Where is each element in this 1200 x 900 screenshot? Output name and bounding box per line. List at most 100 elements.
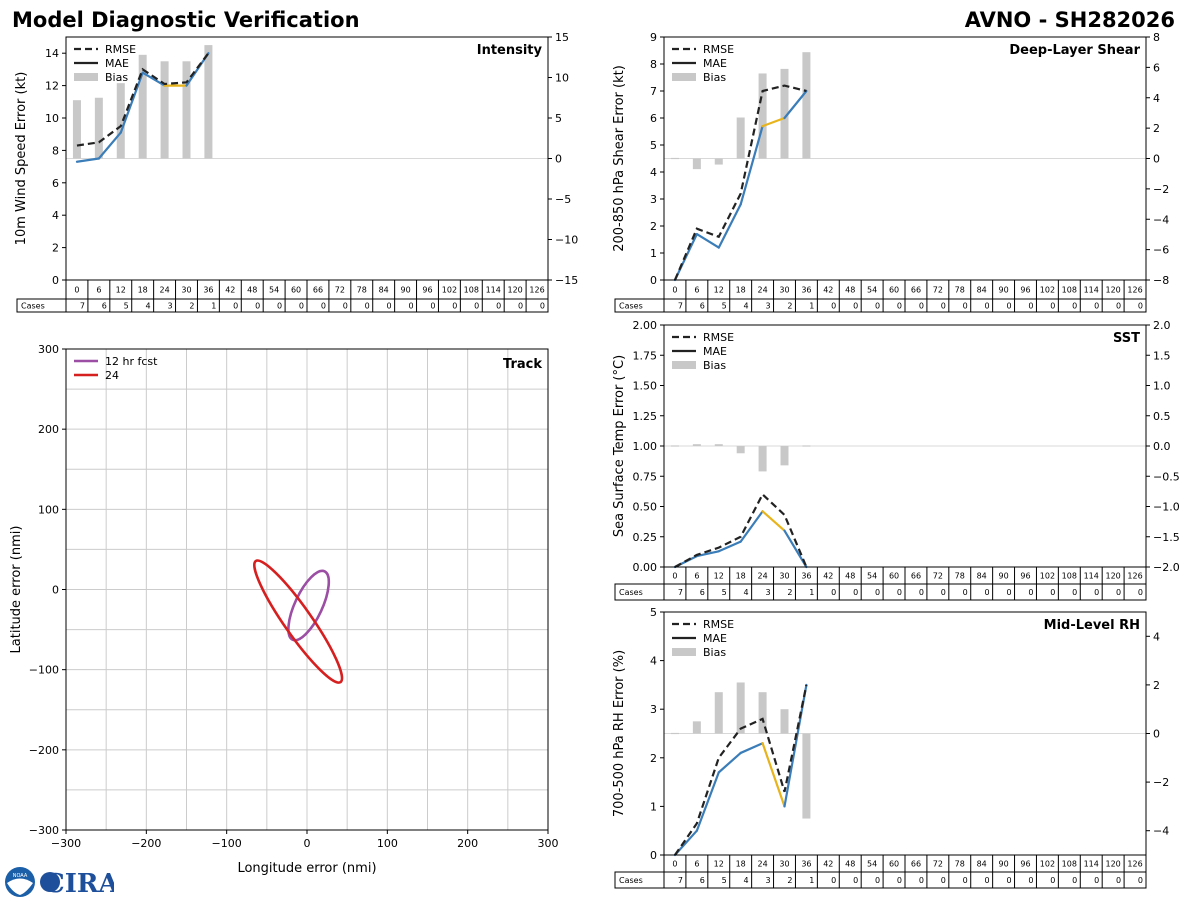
sst-case-count: 0 xyxy=(897,588,902,597)
sst-hour-label: 60 xyxy=(889,572,899,581)
intensity-mae-segment xyxy=(75,157,100,163)
intensity-case-count: 0 xyxy=(277,302,282,311)
shear-hour-label: 78 xyxy=(955,286,965,295)
intensity-case-count: 0 xyxy=(452,302,457,311)
shear-hour-label: 66 xyxy=(911,286,921,295)
intensity-y2tick-label: −10 xyxy=(555,234,578,247)
shear-hour-label: 12 xyxy=(714,286,724,295)
intensity-y2tick-label: 15 xyxy=(555,31,569,44)
intensity-hour-label: 108 xyxy=(464,286,479,295)
shear-hour-label: 96 xyxy=(1020,286,1030,295)
sst-ytick-label: 0.25 xyxy=(633,531,658,544)
rh-ytick-label: 5 xyxy=(650,606,657,619)
track-xlabel: Longitude error (nmi) xyxy=(237,861,376,876)
rh-rmse-line xyxy=(674,684,808,856)
sst-bias-bar xyxy=(714,444,723,446)
intensity-ylabel: 10m Wind Speed Error (kt) xyxy=(14,72,29,246)
intensity-ytick-label: 8 xyxy=(52,144,59,157)
intensity-hour-label: 54 xyxy=(269,286,279,295)
sst-ytick-label: 2.00 xyxy=(633,319,658,332)
shear-y2tick-label: 0 xyxy=(1153,153,1160,166)
intensity-mae-segment xyxy=(141,71,166,87)
shear-ytick-label: 2 xyxy=(650,220,657,233)
rh-ytick-label: 4 xyxy=(650,655,657,668)
intensity-case-count: 0 xyxy=(255,302,260,311)
intensity-y2tick-label: 5 xyxy=(555,112,562,125)
sst-hour-label: 24 xyxy=(757,572,767,581)
sst-hour-label: 120 xyxy=(1105,572,1120,581)
rh-ytick-label: 1 xyxy=(650,800,657,813)
track-xtick-label: 0 xyxy=(304,837,311,850)
rh-hour-label: 60 xyxy=(889,860,899,869)
intensity-hour-label: 48 xyxy=(247,286,257,295)
shear-hour-label: 0 xyxy=(672,286,677,295)
shear-legend-rmse: RMSE xyxy=(703,43,734,56)
shear-hour-label: 108 xyxy=(1062,286,1077,295)
sst-case-count: 0 xyxy=(963,588,968,597)
intensity-ytick-label: 6 xyxy=(52,177,59,190)
sst-hour-label: 84 xyxy=(977,572,987,581)
intensity-y2tick-label: 10 xyxy=(555,72,569,85)
track-ylabel: Latitude error (nmi) xyxy=(9,526,24,654)
rh-y2tick-label: −2 xyxy=(1153,776,1169,789)
sst-hour-label: 96 xyxy=(1020,572,1030,581)
rh-ylabel: 700-500 hPa RH Error (%) xyxy=(612,650,627,817)
sst-case-count: 4 xyxy=(744,588,749,597)
shear-ytick-label: 7 xyxy=(650,85,657,98)
intensity-hour-label: 84 xyxy=(379,286,389,295)
intensity-case-count: 2 xyxy=(189,302,194,311)
shear-cases-label: Cases xyxy=(619,302,643,311)
intensity-case-count: 3 xyxy=(167,302,172,311)
sst-hour-label: 36 xyxy=(801,572,811,581)
shear-bias-bar xyxy=(670,157,679,160)
rh-mae-segment xyxy=(695,771,720,832)
intensity-hour-label: 72 xyxy=(335,286,345,295)
noaa-logo-text: NOAA xyxy=(13,873,28,879)
rh-case-count: 0 xyxy=(853,876,858,885)
shear-y2tick-label: −4 xyxy=(1153,213,1169,226)
sst-case-count: 0 xyxy=(1006,588,1011,597)
shear-case-count: 7 xyxy=(678,302,683,311)
intensity-y2tick-label: 0 xyxy=(555,153,562,166)
shear-mae-segment xyxy=(717,203,742,249)
sst-rmse-line xyxy=(674,492,808,568)
sst-y2tick-label: 1.5 xyxy=(1153,349,1171,362)
intensity-hour-label: 60 xyxy=(291,286,301,295)
intensity-case-count: 0 xyxy=(518,302,523,311)
rh-hour-label: 78 xyxy=(955,860,965,869)
rh-bias-bar xyxy=(714,692,723,734)
shear-case-count: 3 xyxy=(765,302,770,311)
sst-hour-label: 114 xyxy=(1084,572,1099,581)
sst-panel: 0.000.250.500.751.001.251.501.752.00−2.0… xyxy=(612,319,1180,601)
rh-bias-bar xyxy=(736,682,745,734)
shear-bias-bar xyxy=(802,52,811,159)
sst-bias-bar xyxy=(670,445,679,447)
intensity-case-count: 0 xyxy=(387,302,392,311)
intensity-ytick-label: 14 xyxy=(45,47,59,60)
shear-case-count: 0 xyxy=(1006,302,1011,311)
intensity-bias-bar xyxy=(204,45,213,159)
shear-bias-bar xyxy=(758,73,767,159)
sst-case-count: 0 xyxy=(831,588,836,597)
sst-case-count: 7 xyxy=(678,588,683,597)
rh-case-count: 0 xyxy=(1094,876,1099,885)
sst-ytick-label: 0.00 xyxy=(633,561,658,574)
rh-hour-label: 36 xyxy=(801,860,811,869)
intensity-bias-bar xyxy=(72,100,81,159)
rh-case-count: 3 xyxy=(765,876,770,885)
intensity-case-count: 0 xyxy=(540,302,545,311)
rh-legend-rmse: RMSE xyxy=(703,618,734,631)
rh-case-count: 0 xyxy=(941,876,946,885)
shear-mae-segment xyxy=(739,124,764,206)
rh-hour-label: 90 xyxy=(998,860,1008,869)
rh-case-count: 7 xyxy=(678,876,683,885)
track-legend-label: 12 hr fcst xyxy=(105,355,158,368)
shear-hour-label: 126 xyxy=(1127,286,1142,295)
shear-hour-label: 54 xyxy=(867,286,877,295)
intensity-y2tick-label: −15 xyxy=(555,274,578,287)
sst-title: SST xyxy=(1113,331,1140,346)
intensity-case-count: 0 xyxy=(408,302,413,311)
shear-hour-label: 6 xyxy=(694,286,699,295)
intensity-rmse-line xyxy=(76,52,210,147)
sst-bias-bar xyxy=(736,446,745,454)
